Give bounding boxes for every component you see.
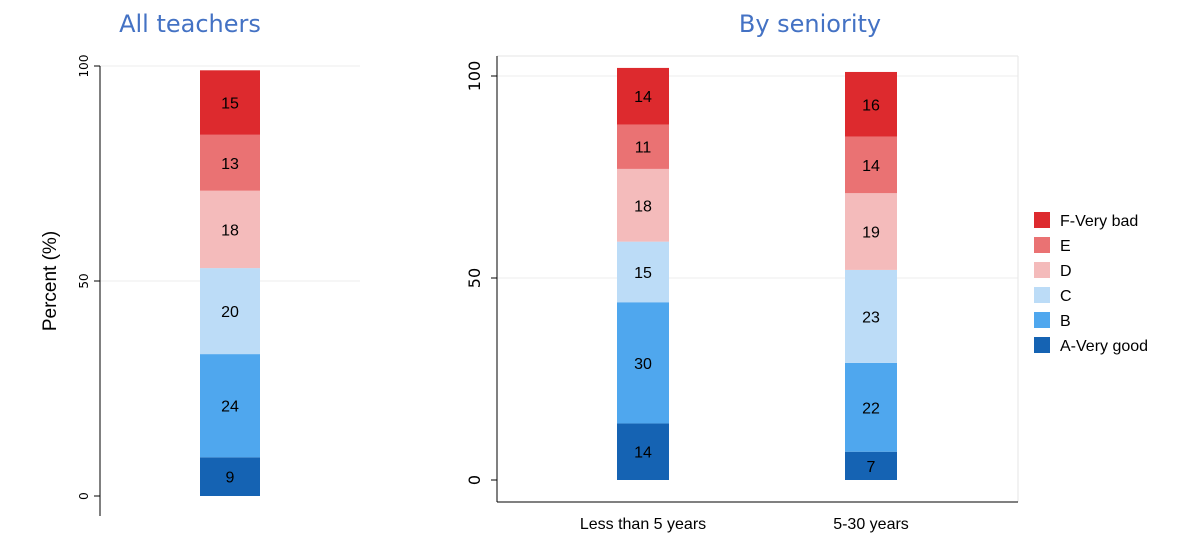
data-label: 22 bbox=[862, 400, 880, 417]
bar-segment-b-5-30-years bbox=[845, 362, 897, 452]
legend-label-b: B bbox=[1060, 313, 1071, 330]
y-tick-label: 0 bbox=[465, 475, 484, 485]
legend-swatch-e bbox=[1034, 237, 1050, 253]
data-label: 11 bbox=[635, 140, 652, 157]
legend-label-a-very-good: A-Very good bbox=[1060, 338, 1148, 355]
y-tick-label: 0 bbox=[77, 492, 91, 500]
legend-label-e: E bbox=[1060, 238, 1071, 255]
data-label: 9 bbox=[226, 470, 235, 487]
legend-swatch-c bbox=[1034, 287, 1050, 303]
bar-segment-d-5-30-years bbox=[845, 193, 897, 270]
bar-segment-d-less-than-5-years bbox=[617, 168, 669, 242]
bar-segment-b-less-than-5-years bbox=[617, 302, 669, 424]
y-tick-label: 100 bbox=[465, 61, 484, 92]
bar-segment-b bbox=[200, 354, 260, 458]
chart-all-teachers: 0 50 100 Percent (%) 9 24 20 18 13 15 bbox=[40, 55, 360, 516]
bar-segment-e bbox=[200, 134, 260, 191]
bar-segment-a-very-good bbox=[200, 457, 260, 496]
data-label: 14 bbox=[634, 89, 652, 106]
data-label: 20 bbox=[221, 304, 239, 321]
bar-segment-f-very-bad bbox=[200, 70, 260, 135]
data-label: 15 bbox=[221, 96, 239, 113]
chart-by-seniority: 0 50 100 14 30 15 18 11 14 Less than 5 years 7 22 23… bbox=[465, 55, 1019, 533]
legend-swatch-d bbox=[1034, 262, 1050, 278]
data-label: 18 bbox=[634, 198, 652, 215]
x-tick-label: 5-30 years bbox=[833, 516, 909, 533]
data-label: 23 bbox=[862, 309, 880, 326]
legend-label-f-very-bad: F-Very bad bbox=[1060, 213, 1138, 230]
legend-swatch-b bbox=[1034, 312, 1050, 328]
bar-segment-c bbox=[200, 268, 260, 355]
bar-segment-d bbox=[200, 190, 260, 269]
legend-label-d: D bbox=[1060, 263, 1072, 280]
legend-swatch-f-very-bad bbox=[1034, 212, 1050, 228]
data-label: 16 bbox=[862, 97, 880, 114]
data-label: 7 bbox=[867, 459, 876, 476]
data-label: 14 bbox=[634, 445, 652, 462]
bar-segment-e-less-than-5-years bbox=[617, 124, 669, 169]
panel-title-all-teachers: All teachers bbox=[119, 10, 261, 38]
data-label: 15 bbox=[634, 265, 652, 282]
legend-label-c: C bbox=[1060, 288, 1072, 305]
bar-segment-f-very-bad-less-than-5-years bbox=[617, 67, 669, 125]
y-tick-label: 100 bbox=[77, 55, 91, 78]
panel-title-by-seniority: By seniority bbox=[739, 10, 881, 38]
bar-segment-a-very-good-less-than-5-years bbox=[617, 423, 669, 480]
data-label: 13 bbox=[221, 156, 239, 173]
y-axis-label: Percent (%) bbox=[40, 231, 61, 331]
data-label: 18 bbox=[221, 222, 239, 239]
bar-segment-f-very-bad-5-30-years bbox=[845, 71, 897, 137]
bar-segment-e-5-30-years bbox=[845, 136, 897, 194]
y-tick-label: 50 bbox=[77, 273, 91, 288]
x-tick-label: Less than 5 years bbox=[580, 516, 706, 533]
data-label: 30 bbox=[634, 356, 652, 373]
data-label: 24 bbox=[221, 399, 239, 416]
data-label: 14 bbox=[862, 158, 880, 175]
y-tick-label: 50 bbox=[465, 268, 484, 288]
data-label: 19 bbox=[862, 225, 880, 242]
bar-segment-c-5-30-years bbox=[845, 269, 897, 363]
bar-segment-c-less-than-5-years bbox=[617, 241, 669, 303]
bar-segment-a-very-good-5-30-years bbox=[845, 451, 897, 480]
legend-swatch-a-very-good bbox=[1034, 337, 1050, 353]
